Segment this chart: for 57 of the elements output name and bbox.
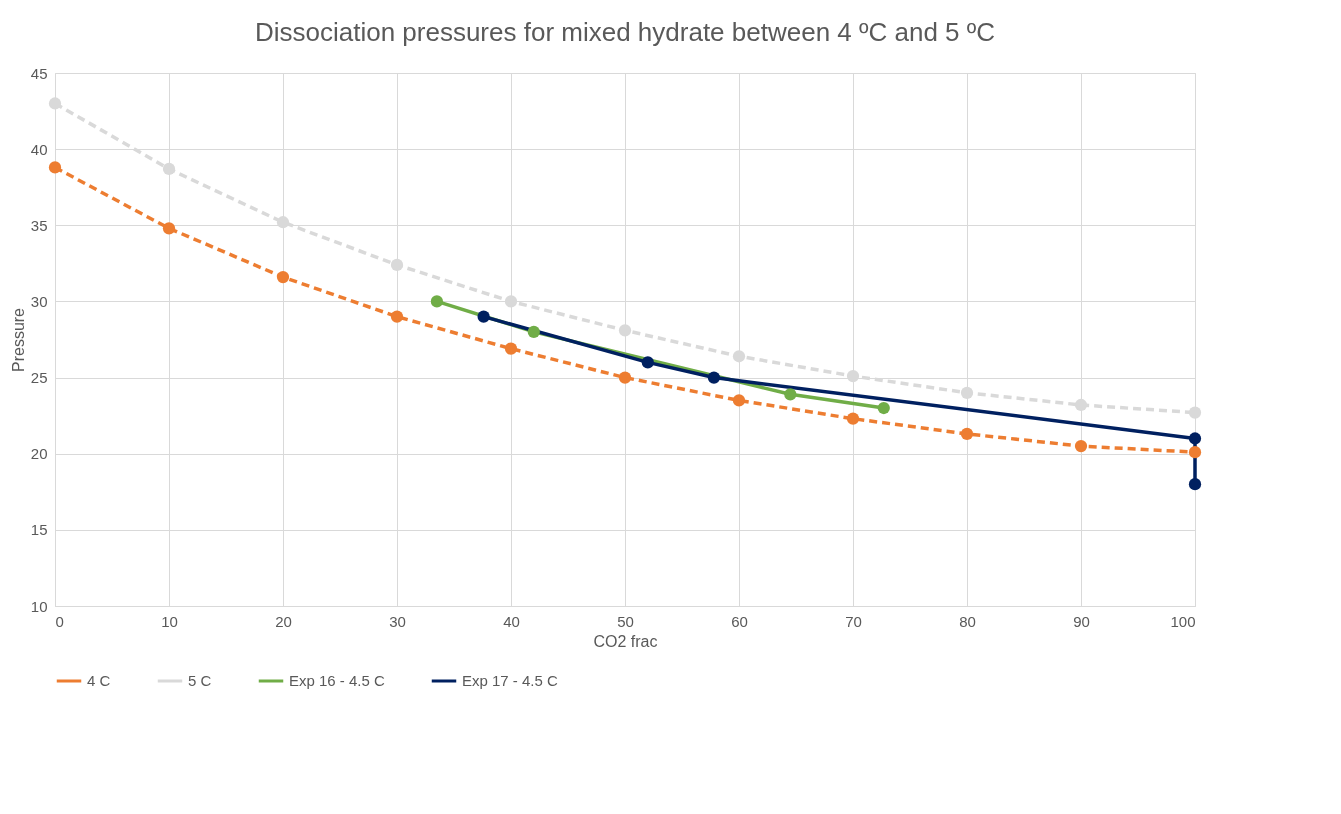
y-tick-label: 20	[30, 445, 48, 463]
point	[732, 350, 746, 363]
y-tick-label: 45	[30, 64, 48, 82]
point	[390, 310, 404, 323]
point	[641, 356, 654, 369]
y-tick-label: 15	[30, 521, 48, 539]
point	[504, 295, 518, 308]
point	[162, 222, 176, 235]
legend-label: 4 C	[87, 672, 111, 689]
point	[276, 216, 290, 229]
x-axis-title: CO2 frac	[593, 632, 658, 650]
point	[618, 371, 632, 384]
legend-label: Exp 17 - 4.5 C	[462, 672, 559, 689]
point	[707, 371, 721, 384]
point	[527, 325, 540, 338]
point	[430, 295, 444, 308]
point	[960, 427, 974, 441]
x-tick-label: 50	[617, 612, 634, 630]
x-tick-label: 100	[1170, 612, 1196, 630]
point	[477, 310, 490, 323]
legend-label: 5 C	[188, 672, 212, 689]
x-tick-label: 10	[161, 612, 178, 630]
y-tick-label: 35	[30, 216, 48, 234]
x-tick-label: 70	[845, 612, 862, 630]
point	[846, 412, 860, 425]
x-tick-label: 90	[1073, 612, 1090, 630]
point	[1074, 439, 1088, 453]
y-tick-label: 40	[30, 140, 48, 158]
point	[1188, 446, 1202, 459]
point	[1188, 406, 1202, 419]
y-tick-label: 30	[30, 292, 48, 310]
point	[732, 394, 746, 407]
point	[1074, 398, 1088, 412]
y-axis-title: Pressure	[9, 307, 27, 373]
x-tick-label: 20	[275, 612, 292, 630]
point	[504, 342, 518, 355]
chart-title: Dissociation pressures for mixed hydrate between 4 ºC and 5 ºC	[254, 17, 996, 47]
point	[162, 162, 176, 176]
point	[846, 369, 860, 383]
point	[276, 270, 290, 284]
point	[1188, 478, 1202, 491]
x-tick-label: 40	[503, 612, 520, 630]
point	[784, 388, 797, 401]
point	[48, 161, 62, 174]
point	[877, 401, 890, 415]
x-tick-label: 30	[389, 612, 406, 630]
y-tick-label: 10	[30, 597, 48, 615]
point	[960, 386, 974, 399]
point	[618, 324, 632, 337]
point	[48, 97, 62, 110]
x-tick-label: 0	[55, 612, 64, 630]
point	[1188, 432, 1202, 445]
point	[390, 258, 404, 271]
x-tick-label: 60	[731, 612, 748, 630]
x-tick-label: 80	[959, 612, 976, 630]
y-tick-label: 25	[30, 369, 48, 387]
legend-label: Exp 16 - 4.5 C	[289, 672, 386, 689]
